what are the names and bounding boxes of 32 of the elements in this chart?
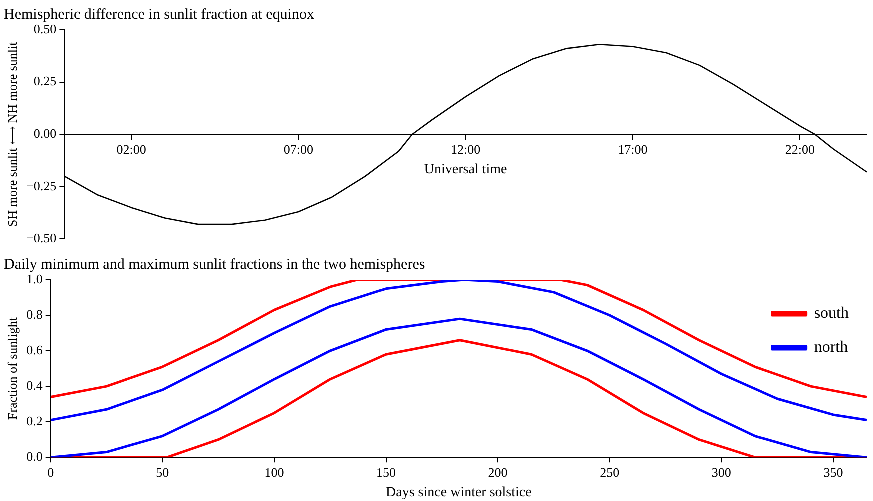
x-tick-label: 12:00 [451, 142, 481, 157]
x-tick-label: 350 [824, 464, 844, 480]
x-tick-label: 17:00 [618, 142, 648, 157]
x-tick-label: 22:00 [785, 142, 815, 157]
y-tick-label: 0.4 [26, 378, 44, 393]
y-axis-title: Fraction of sunlight [5, 317, 20, 420]
y-tick-label: 0.25 [34, 74, 57, 89]
y-tick-label: 0.8 [26, 306, 43, 322]
chart-title: Hemispheric difference in sunlit fraction at equinox [4, 6, 315, 23]
legend-label: north [814, 339, 848, 356]
legend-label: south [814, 305, 849, 322]
y-tick-label: −0.50 [26, 230, 57, 246]
x-tick-label: 0 [48, 464, 54, 480]
y-tick-label: 0.6 [26, 342, 44, 358]
x-axis-title: Universal time [424, 162, 508, 178]
y-tick-label: 0.00 [34, 126, 57, 142]
x-tick-label: 100 [264, 464, 284, 480]
y-tick-label: 1.0 [26, 271, 43, 286]
y-tick-label: 0.0 [26, 449, 43, 464]
x-tick-label: 07:00 [284, 142, 314, 157]
x-tick-label: 200 [488, 464, 508, 480]
chart-title: Daily minimum and maximum sunlit fractions in the two hemispheres [4, 256, 426, 273]
y-tick-label: 0.50 [34, 21, 57, 36]
x-tick-label: 50 [156, 464, 170, 480]
x-tick-label: 300 [712, 464, 732, 480]
x-tick-label: 150 [376, 464, 396, 480]
x-axis-title: Days since winter solstice [386, 485, 532, 500]
x-tick-label: 250 [600, 464, 620, 480]
y-tick-label: 0.2 [26, 414, 43, 428]
x-tick-label: 02:00 [116, 142, 146, 157]
y-axis-title: SH more sunlit ⟷ NH more sunlit [5, 42, 20, 227]
y-tick-label: −0.25 [26, 178, 57, 194]
